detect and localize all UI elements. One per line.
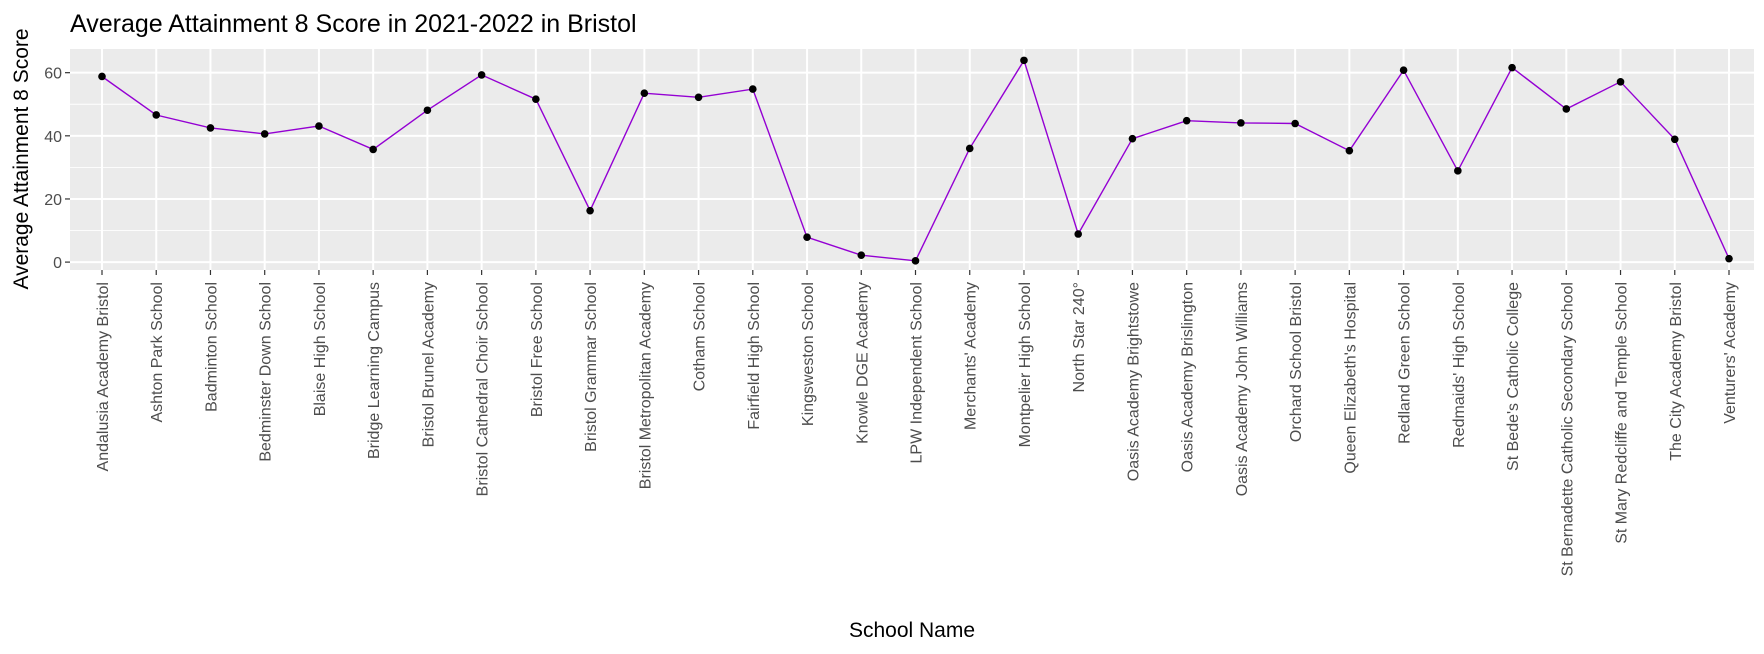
x-tick-label: Blaise High School <box>312 282 329 416</box>
x-tick-label: Ashton Park School <box>149 282 166 423</box>
x-tick-label: Oasis Academy John Williams <box>1234 282 1251 496</box>
x-tick-label: Bristol Cathedral Choir School <box>475 282 492 496</box>
x-tick-label: LPW Independent School <box>909 282 926 463</box>
data-point <box>532 95 540 103</box>
y-axis-title: Average Attainment 8 Score <box>10 28 33 289</box>
x-tick-label: St Bernadette Catholic Secondary School <box>1559 282 1576 576</box>
data-point <box>1399 66 1408 74</box>
x-tick-label: Oasis Academy Brightstowe <box>1125 282 1142 481</box>
data-point <box>152 111 161 119</box>
data-point <box>803 233 811 241</box>
data-point <box>694 93 703 102</box>
x-tick-label: Redland Green School <box>1397 282 1414 444</box>
data-point <box>315 122 323 130</box>
data-point <box>911 257 920 265</box>
data-point <box>1670 135 1679 144</box>
y-tick-label: 40 <box>44 129 62 146</box>
x-tick-label: Montpelier High School <box>1017 282 1034 447</box>
x-tick-label: Knowle DGE Academy <box>854 282 871 444</box>
data-point <box>423 106 432 115</box>
y-tick-label: 60 <box>44 66 62 83</box>
x-tick-label: Queen Elizabeth's Hospital <box>1342 282 1359 474</box>
data-point <box>965 144 974 153</box>
y-tick-label: 20 <box>44 192 62 209</box>
data-point <box>1508 63 1516 72</box>
data-point <box>1128 134 1137 143</box>
x-axis-title: School Name <box>849 619 975 642</box>
y-tick-label: 0 <box>53 255 62 272</box>
data-point <box>1237 119 1245 127</box>
chart-title: Average Attainment 8 Score in 2021-2022 … <box>70 10 637 38</box>
data-point <box>749 85 757 93</box>
x-tick-label: Orchard School Bristol <box>1288 282 1305 442</box>
x-tick-label: Bedminster Down School <box>258 282 275 462</box>
x-axis-ticks <box>101 270 1730 275</box>
data-point <box>1616 78 1625 86</box>
x-tick-label: St Mary Redcliffe and Temple School <box>1614 282 1631 544</box>
x-tick-label: Bridge Learning Campus <box>366 282 383 459</box>
x-tick-label: Kingsweston School <box>800 282 817 426</box>
data-point <box>1345 146 1354 155</box>
data-point <box>640 89 649 97</box>
score-series <box>98 56 1733 265</box>
x-tick-label: Bristol Brunel Academy <box>420 282 437 447</box>
y-axis-ticks <box>65 72 70 263</box>
data-point <box>206 124 215 132</box>
data-point <box>1020 56 1028 65</box>
data-point <box>586 206 594 215</box>
x-tick-label: St Bede's Catholic College <box>1505 282 1522 471</box>
y-axis-tick-labels: 0 20 40 60 <box>44 66 62 272</box>
x-tick-label: Redmaids' High School <box>1451 282 1468 448</box>
x-axis-tick-labels: Andalusia Academy Bristol Ashton Park Sch… <box>95 282 1739 577</box>
data-point <box>1074 230 1082 238</box>
gridlines <box>70 49 1754 270</box>
x-tick-label: Bristol Grammar School <box>583 282 600 452</box>
x-tick-label: Bristol Free School <box>529 282 546 417</box>
x-tick-label: Fairfield High School <box>746 282 763 430</box>
data-point <box>1562 105 1571 113</box>
x-tick-label: Badminton School <box>203 282 220 412</box>
data-point <box>98 72 106 81</box>
data-point <box>1182 116 1191 125</box>
data-point <box>857 251 866 259</box>
x-tick-label: Cotham School <box>692 282 709 391</box>
x-tick-label: Oasis Academy Brislington <box>1180 282 1197 472</box>
data-point <box>477 71 486 79</box>
x-tick-label: Andalusia Academy Bristol <box>95 282 112 471</box>
plot-panel <box>70 49 1754 270</box>
data-point <box>369 145 377 154</box>
x-tick-label: The City Academy Bristol <box>1668 282 1685 461</box>
x-tick-label: Bristol Metropolitan Academy <box>637 282 654 489</box>
data-point <box>1454 167 1462 175</box>
data-point <box>1291 119 1299 128</box>
x-tick-label: Venturers' Academy <box>1722 282 1739 424</box>
x-tick-label: Merchants' Academy <box>963 282 980 430</box>
x-tick-label: North Star 240° <box>1071 282 1088 392</box>
data-point <box>260 130 269 138</box>
data-point <box>1725 254 1733 263</box>
